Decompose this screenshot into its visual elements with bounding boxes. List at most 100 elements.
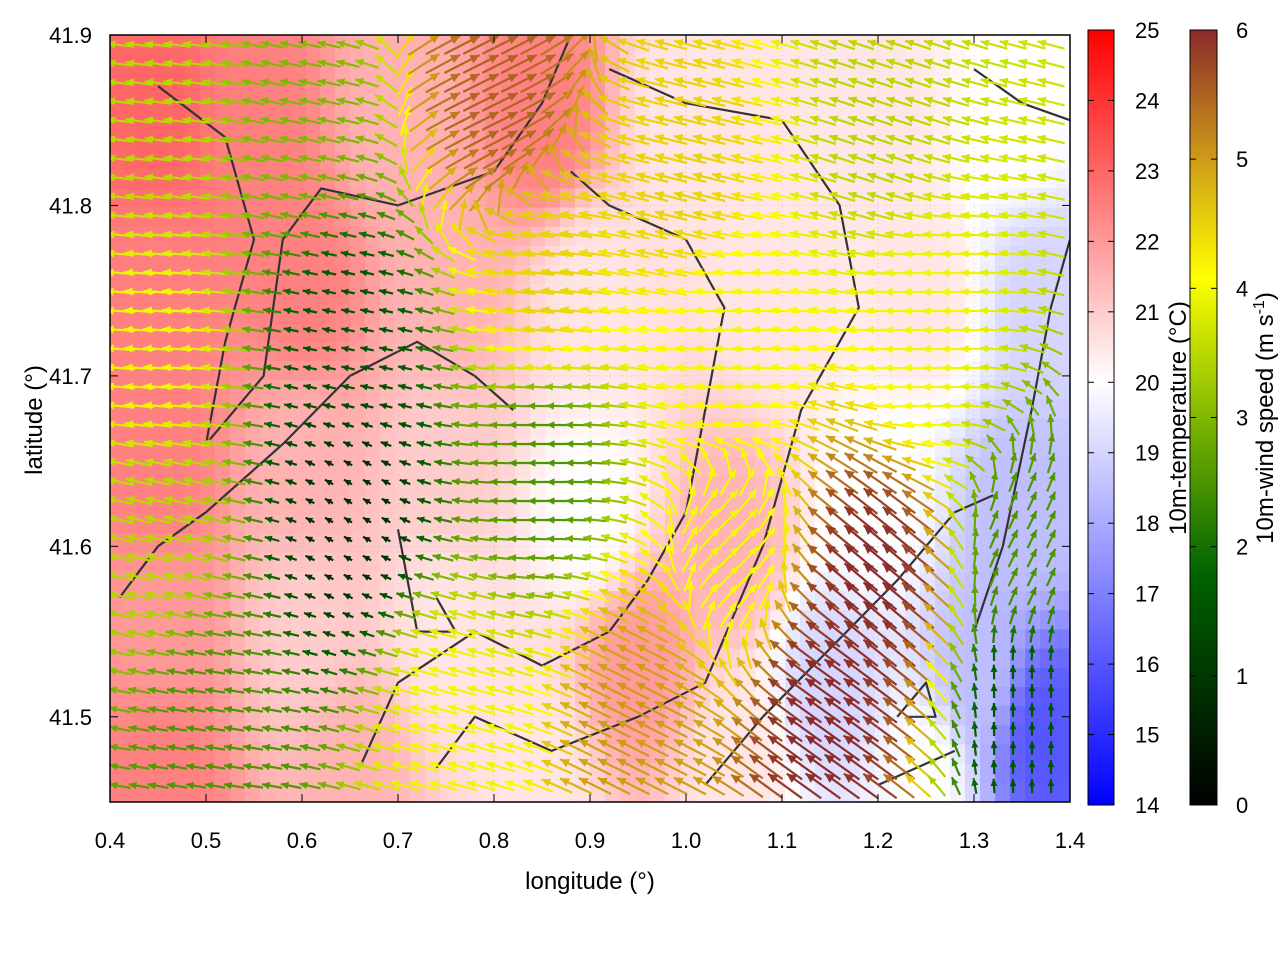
heatmap-cell — [1055, 476, 1070, 496]
heatmap-cell — [455, 399, 471, 420]
heatmap-cell — [155, 341, 171, 362]
heatmap-cell — [290, 476, 306, 496]
heatmap-cell — [530, 399, 546, 420]
heatmap-cell — [170, 361, 186, 381]
heatmap-cell — [290, 73, 306, 94]
heatmap-cell — [530, 207, 546, 228]
heatmap-cell — [395, 495, 411, 515]
heatmap-cell — [320, 361, 336, 381]
heatmap-cell — [275, 73, 291, 94]
heatmap-cell — [995, 648, 1011, 669]
heatmap-cell — [260, 476, 276, 496]
heatmap-cell — [245, 476, 261, 496]
heatmap-cell — [410, 725, 426, 746]
heatmap-cell — [560, 725, 576, 746]
heatmap-cell — [665, 380, 681, 400]
heatmap-cell — [395, 399, 411, 420]
heatmap-cell — [875, 361, 891, 381]
heatmap-cell — [845, 92, 861, 113]
heatmap-cell — [440, 418, 456, 439]
heatmap-cell — [1055, 533, 1070, 554]
heatmap-cell — [485, 687, 501, 707]
heatmap-cell — [290, 495, 306, 515]
heatmap-cell — [410, 706, 426, 726]
heatmap-cell — [410, 380, 426, 400]
heatmap-cell — [950, 284, 966, 305]
heatmap-cell — [350, 35, 366, 55]
heatmap-cell — [170, 265, 186, 285]
heatmap-cell — [785, 380, 801, 400]
heatmap-cell — [590, 476, 606, 496]
heatmap-cell — [350, 303, 366, 324]
heatmap-cell — [575, 456, 591, 477]
heatmap-cell — [620, 380, 636, 400]
heatmap-cell — [785, 303, 801, 324]
heatmap-cell — [425, 361, 441, 381]
heatmap-cell — [260, 495, 276, 515]
heatmap-cell — [485, 437, 501, 458]
heatmap-cell — [365, 35, 381, 55]
heatmap-cell — [245, 437, 261, 458]
heatmap-cell — [275, 552, 291, 573]
heatmap-cell — [530, 495, 546, 515]
heatmap-cell — [410, 687, 426, 707]
heatmap-cell — [485, 361, 501, 381]
heatmap-cell — [185, 322, 201, 343]
heatmap-cell — [980, 284, 996, 305]
heatmap-cell — [350, 92, 366, 113]
heatmap-cell — [185, 418, 201, 439]
heatmap-cell — [260, 725, 276, 746]
heatmap-cell — [995, 744, 1011, 765]
heatmap-cell — [110, 265, 126, 285]
heatmap-cell — [320, 226, 336, 247]
heatmap-cell — [185, 341, 201, 362]
heatmap-cell — [515, 399, 531, 420]
heatmap-cell — [350, 514, 366, 535]
heatmap-cell — [950, 437, 966, 458]
heatmap-cell — [440, 495, 456, 515]
heatmap-cell — [275, 476, 291, 496]
heatmap-cell — [335, 456, 351, 477]
heatmap-cell — [710, 399, 726, 420]
heatmap-cell — [275, 533, 291, 554]
heatmap-cell — [410, 648, 426, 669]
heatmap-cell — [380, 380, 396, 400]
heatmap-cell — [500, 380, 516, 400]
heatmap-cell — [275, 418, 291, 439]
heatmap-cell — [755, 341, 771, 362]
heatmap-cell — [275, 361, 291, 381]
heatmap-cell — [500, 418, 516, 439]
heatmap-cell — [305, 476, 321, 496]
heatmap-cell — [380, 303, 396, 324]
heatmap-cell — [845, 111, 861, 132]
heatmap-cell — [1055, 725, 1070, 746]
heatmap-cell — [455, 437, 471, 458]
heatmap-cell — [905, 399, 921, 420]
heatmap-cell — [350, 380, 366, 400]
heatmap-cell — [470, 207, 486, 228]
heatmap-cell — [395, 361, 411, 381]
heatmap-cell — [695, 361, 711, 381]
heatmap-cell — [110, 303, 126, 324]
heatmap-cell — [290, 361, 306, 381]
heatmap-cell — [995, 706, 1011, 726]
heatmap-cell — [335, 495, 351, 515]
heatmap-cell — [275, 111, 291, 132]
heatmap-cell — [335, 533, 351, 554]
heatmap-cell — [365, 514, 381, 535]
heatmap-cell — [695, 514, 711, 535]
heatmap-cell — [140, 322, 156, 343]
heatmap-cell — [470, 763, 486, 784]
heatmap-cell — [740, 284, 756, 305]
heatmap-cell — [395, 35, 411, 55]
heatmap-cell — [515, 361, 531, 381]
heatmap-cell — [170, 207, 186, 228]
heatmap-cell — [1010, 591, 1026, 611]
heatmap-cell — [1055, 667, 1070, 688]
heatmap-cell — [695, 341, 711, 362]
heatmap-cell — [320, 456, 336, 477]
heatmap-cell — [905, 361, 921, 381]
heatmap-cell — [530, 418, 546, 439]
heatmap-cell — [440, 226, 456, 247]
heatmap-cell — [380, 648, 396, 669]
